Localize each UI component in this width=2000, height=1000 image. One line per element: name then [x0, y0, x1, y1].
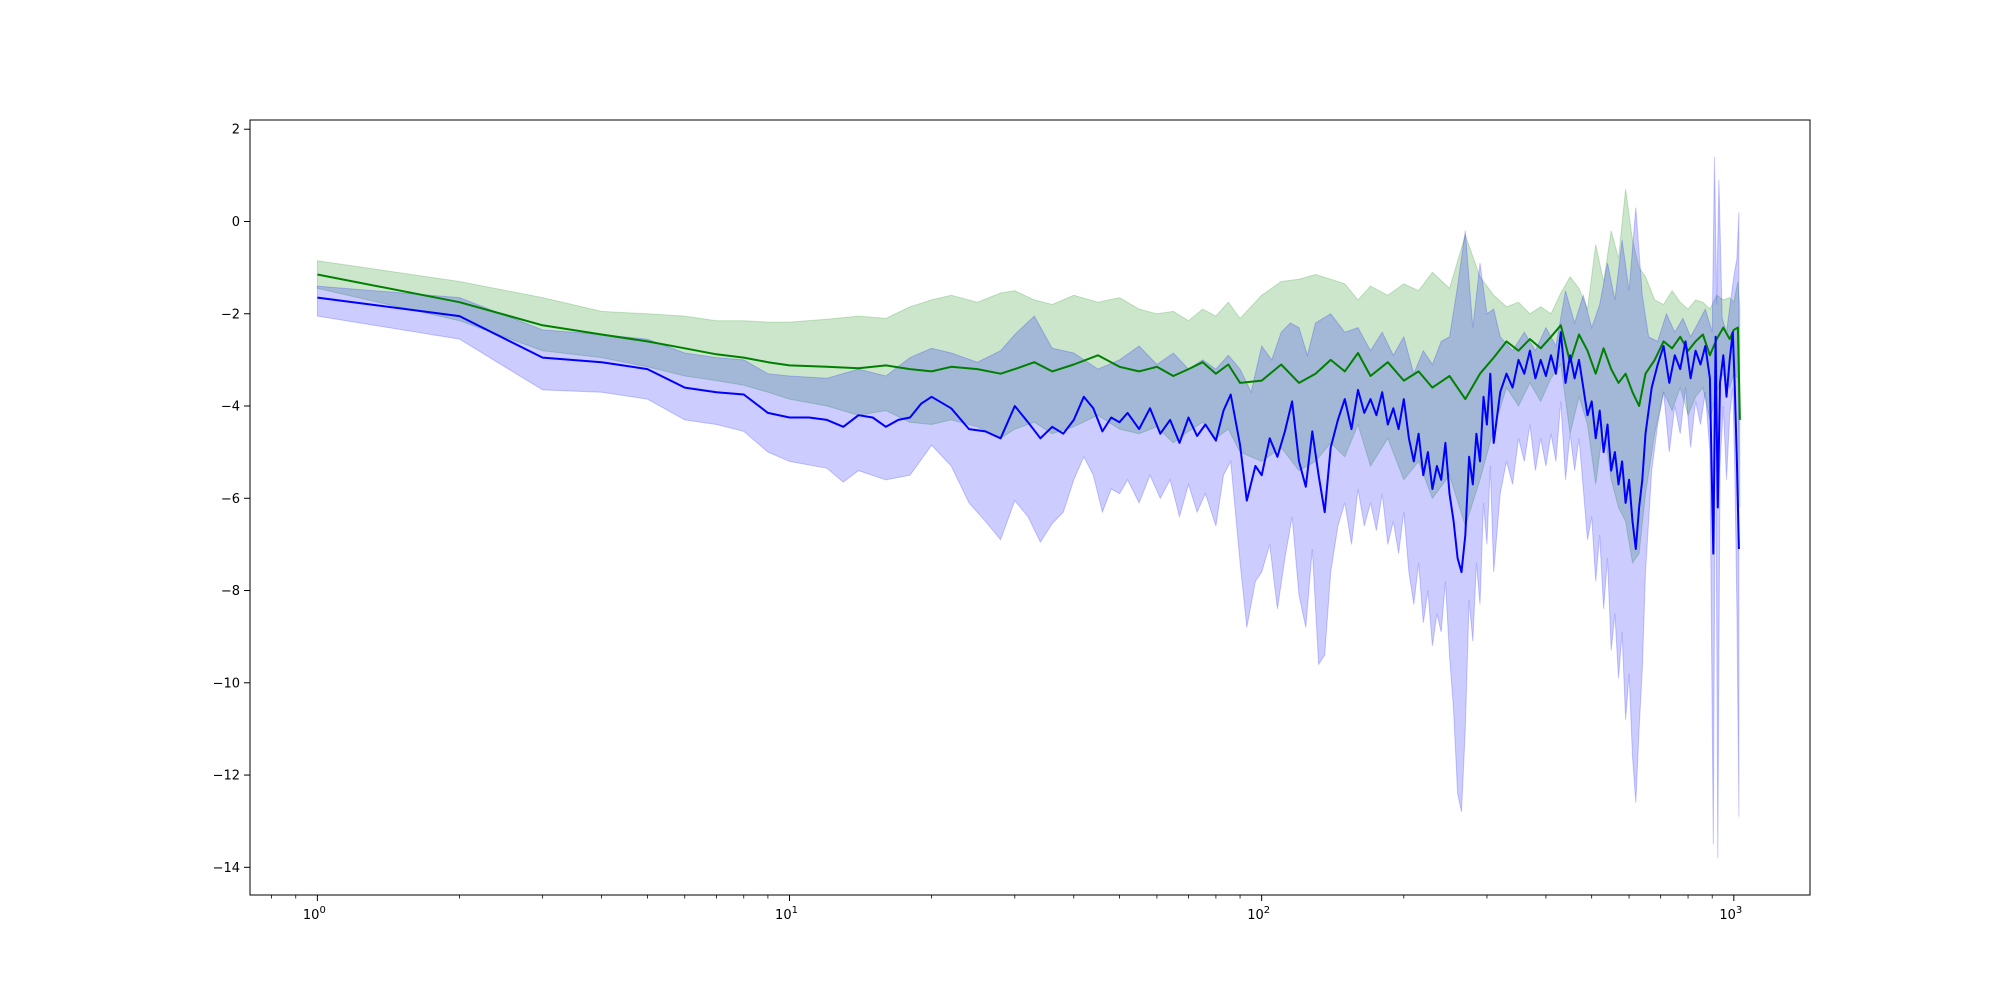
series-0-line	[317, 273, 1741, 420]
y-tick-label: −8	[221, 584, 240, 599]
lines-layer	[317, 273, 1741, 574]
y-tick-label: −14	[213, 861, 240, 876]
y-tick-label: −4	[221, 400, 240, 415]
ticks-layer: 2 0 −2 −4 −6 −8 −10 −12 −14 100 101 102 103	[213, 123, 1743, 923]
y-tick-label: −2	[221, 307, 240, 322]
y-tick-label: 0	[232, 215, 240, 230]
x-tick-label: 100	[303, 905, 326, 923]
y-tick-label: −12	[213, 769, 240, 784]
axes-layer	[249, 119, 1811, 896]
y-tick-label: 2	[232, 123, 240, 138]
y-tick-label: −6	[221, 492, 240, 507]
y-tick-label: −10	[213, 676, 240, 691]
x-tick-label: 103	[1719, 905, 1742, 923]
series-1-line	[317, 296, 1740, 574]
x-tick-label: 102	[1247, 905, 1270, 923]
plot-frame	[249, 119, 1811, 896]
series-1-band	[316, 156, 1740, 859]
x-tick-label: 101	[775, 905, 798, 923]
